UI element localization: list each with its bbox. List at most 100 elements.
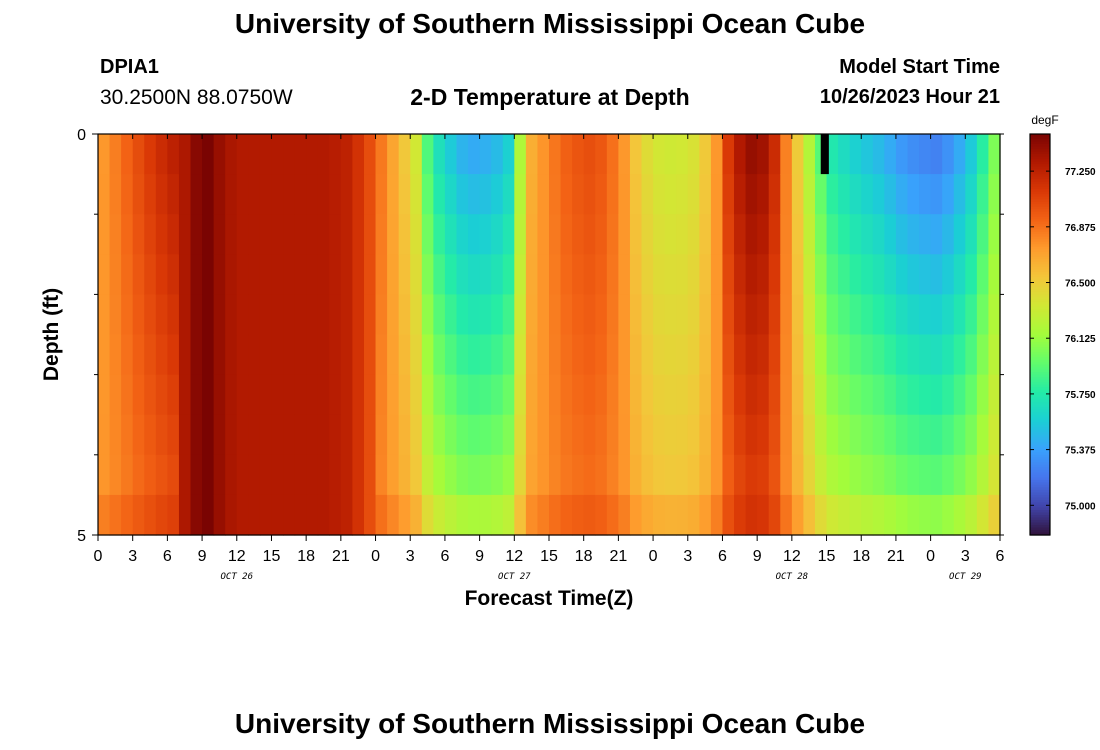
- heatmap-cell: [144, 174, 157, 215]
- colorbar-segment: [1030, 169, 1050, 173]
- heatmap-cell: [676, 254, 689, 295]
- page-title: University of Southern Mississippi Ocean…: [234, 8, 866, 39]
- heatmap-cell: [167, 374, 180, 416]
- x-tick-label: 12: [505, 548, 523, 565]
- heatmap-cell: [363, 174, 377, 215]
- heatmap-cell: [595, 374, 608, 416]
- heatmap-cell: [271, 294, 284, 336]
- colorbar-segment: [1030, 296, 1050, 301]
- heatmap-cell: [329, 454, 342, 496]
- heatmap-cell: [317, 334, 330, 376]
- heatmap-cell: [606, 134, 619, 175]
- heatmap-cell: [734, 174, 747, 215]
- colorbar-segment: [1030, 524, 1050, 529]
- colorbar-segment: [1030, 452, 1050, 456]
- heatmap-cell: [525, 214, 539, 255]
- heatmap-cell: [768, 334, 781, 376]
- colorbar-segment: [1030, 387, 1050, 391]
- colorbar-segment: [1030, 372, 1050, 376]
- heatmap-cell: [283, 414, 296, 456]
- heatmap-cell: [514, 134, 527, 175]
- heatmap-cell: [491, 294, 504, 336]
- colorbar-segment: [1030, 409, 1050, 413]
- heatmap-cell: [213, 454, 226, 496]
- heatmap-cell: [560, 254, 573, 295]
- colorbar-segment: [1030, 149, 1050, 153]
- heatmap-cell: [132, 254, 145, 295]
- heatmap-cell: [676, 494, 689, 536]
- heatmap-cell: [132, 134, 145, 175]
- heatmap-cell: [618, 334, 631, 376]
- heatmap-cell: [572, 214, 585, 255]
- heatmap-cell: [919, 174, 932, 215]
- heatmap-cell: [433, 294, 446, 336]
- heatmap-cell: [606, 334, 619, 376]
- colorbar-segment: [1030, 479, 1050, 483]
- heatmap-cell: [942, 174, 955, 215]
- heatmap-cell: [942, 214, 955, 255]
- heatmap-cell: [109, 374, 122, 416]
- heatmap-cell: [479, 214, 492, 255]
- heatmap-cell: [710, 494, 724, 536]
- colorbar-segment: [1030, 527, 1050, 531]
- colorbar-segment: [1030, 469, 1050, 473]
- heatmap-cell: [98, 414, 111, 456]
- heatmap-cell: [872, 174, 885, 215]
- heatmap-cell: [803, 174, 816, 215]
- heatmap-cell: [849, 494, 862, 536]
- heatmap-cell: [132, 374, 145, 416]
- heatmap-cell: [699, 254, 712, 295]
- heatmap-cell: [976, 454, 990, 496]
- heatmap-cell: [329, 134, 342, 175]
- heatmap-cell: [560, 174, 573, 215]
- heatmap-cell: [618, 294, 631, 336]
- heatmap-cell: [468, 254, 481, 295]
- heatmap-cell: [514, 254, 527, 295]
- colorbar-segment: [1030, 369, 1050, 373]
- heatmap-cell: [595, 134, 608, 175]
- heatmap-cell: [803, 414, 816, 456]
- heatmap-cell: [838, 414, 851, 456]
- colorbar-segment: [1030, 412, 1050, 416]
- heatmap-cell: [259, 214, 273, 255]
- heatmap-cell: [155, 174, 168, 215]
- heatmap-cell: [537, 174, 550, 215]
- heatmap-cell: [953, 254, 966, 295]
- heatmap-cell: [98, 454, 111, 496]
- heatmap-cell: [178, 414, 192, 456]
- heatmap-cell: [410, 494, 423, 536]
- colorbar-segment: [1030, 266, 1050, 270]
- heatmap-cell: [722, 334, 735, 376]
- heatmap-cell: [976, 414, 990, 456]
- heatmap-cell: [340, 454, 354, 496]
- heatmap-cell: [734, 334, 747, 376]
- heatmap-cell: [699, 174, 712, 215]
- heatmap-cell: [826, 254, 839, 295]
- heatmap-cell: [803, 214, 816, 255]
- heatmap-cell: [433, 494, 446, 536]
- heatmap-cell: [236, 214, 249, 255]
- colorbar-segment: [1030, 357, 1050, 361]
- heatmap-cell: [930, 174, 943, 215]
- heatmap-cell: [687, 174, 700, 215]
- heatmap-cell: [803, 134, 816, 175]
- heatmap-cell: [398, 254, 411, 295]
- heatmap-cell: [606, 174, 619, 215]
- heatmap-cell: [919, 414, 932, 456]
- heatmap-cell: [491, 254, 504, 295]
- heatmap-cell: [155, 134, 168, 175]
- heatmap-cell: [757, 254, 770, 295]
- heatmap-cell: [907, 134, 920, 175]
- heatmap-cell: [849, 214, 862, 255]
- heatmap-cell: [687, 294, 700, 336]
- colorbar-segment: [1030, 439, 1050, 443]
- heatmap-cell: [190, 334, 203, 376]
- heatmap-cell: [861, 254, 874, 295]
- heatmap-cell: [629, 334, 643, 376]
- heatmap-cell: [132, 174, 145, 215]
- colorbar-segment: [1030, 447, 1050, 451]
- heatmap-cell: [190, 254, 203, 295]
- x-tick-label: 12: [228, 548, 246, 565]
- heatmap-cell: [942, 134, 955, 175]
- heatmap-cell: [780, 134, 793, 175]
